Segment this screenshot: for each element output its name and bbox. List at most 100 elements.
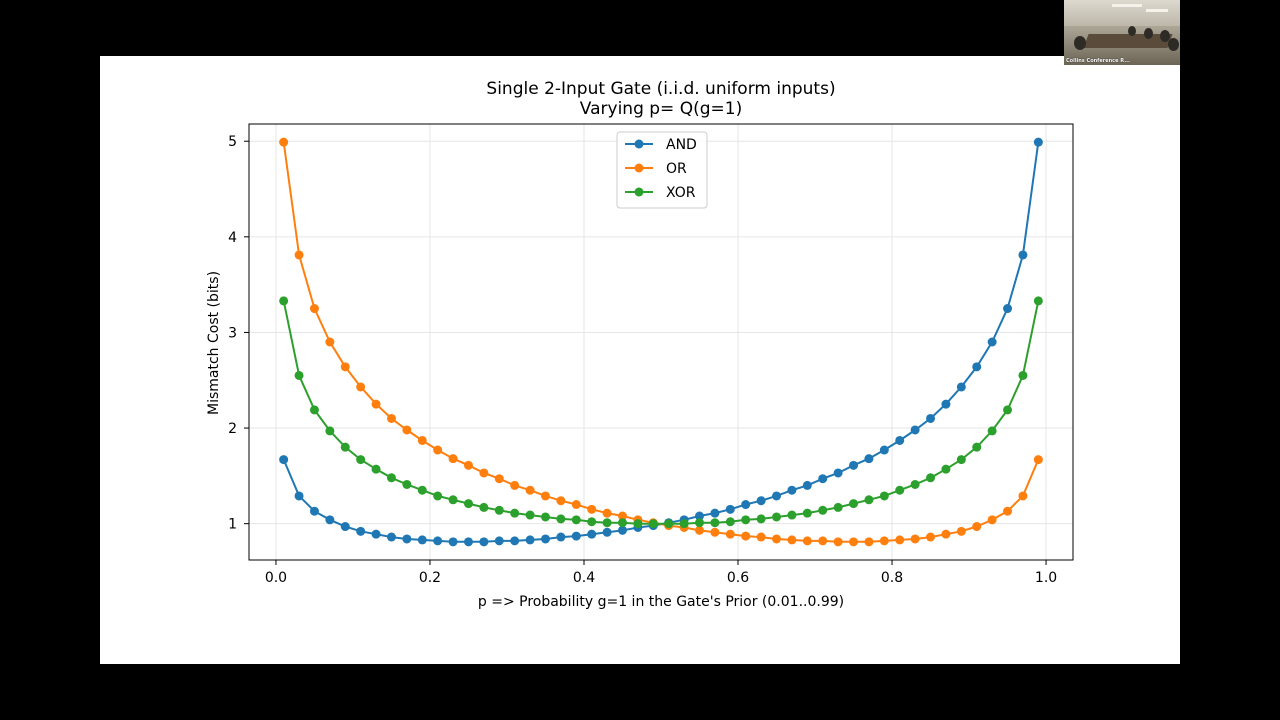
data-point-xor [695, 518, 705, 528]
data-point-xor [1003, 405, 1013, 415]
data-point-or [371, 399, 381, 409]
data-point-xor [987, 426, 997, 436]
legend-marker [634, 163, 644, 173]
data-point-xor [833, 502, 843, 512]
data-point-or [510, 480, 520, 490]
y-tick-label: 3 [228, 325, 237, 341]
data-point-and [279, 455, 289, 465]
data-point-or [340, 362, 350, 372]
data-point-xor [279, 296, 289, 306]
data-point-and [325, 515, 335, 525]
data-point-and [556, 532, 566, 542]
participant-name-label: Collins Conference R... [1066, 58, 1130, 64]
data-point-xor [587, 517, 597, 527]
data-point-or [1033, 455, 1043, 465]
data-point-or [695, 525, 705, 535]
data-point-or [587, 504, 597, 514]
data-point-or [540, 491, 550, 501]
data-point-xor [664, 519, 674, 529]
data-point-xor [294, 370, 304, 380]
data-point-and [818, 474, 828, 484]
data-point-and [725, 504, 735, 514]
data-point-xor [309, 405, 319, 415]
data-point-and [494, 536, 504, 546]
data-point-or [571, 500, 581, 510]
data-point-or [1003, 506, 1013, 516]
data-point-and [1018, 250, 1028, 260]
y-tick-label: 1 [228, 517, 237, 533]
data-point-xor [926, 473, 936, 483]
data-point-xor [1018, 370, 1028, 380]
data-point-xor [710, 518, 720, 528]
data-point-or [602, 508, 612, 518]
legend-marker [634, 139, 644, 149]
data-point-or [864, 537, 874, 547]
y-axis: 1 2 3 4 5 [228, 134, 249, 533]
data-point-and [926, 413, 936, 423]
data-point-xor [325, 426, 335, 436]
data-point-and [849, 460, 859, 470]
y-tick-label: 2 [228, 421, 237, 437]
data-point-or [325, 337, 335, 347]
data-point-and [787, 485, 797, 495]
data-point-or [756, 532, 766, 542]
data-point-xor [972, 442, 982, 452]
data-point-or [725, 529, 735, 539]
line-chart: 0.0 0.2 0.4 0.6 0.8 1.0 1 2 3 4 5 Single 2-Input … [206, 79, 1074, 610]
video-thumbnail[interactable]: Collins Conference R... [1064, 0, 1180, 65]
data-point-or [956, 526, 966, 536]
data-point-and [802, 480, 812, 490]
data-point-xor [463, 499, 473, 509]
participant-figure [1074, 36, 1086, 50]
data-point-xor [956, 455, 966, 465]
ceiling-light [1146, 9, 1168, 12]
legend-label: OR [666, 161, 687, 177]
data-point-xor [510, 508, 520, 518]
data-point-or [494, 474, 504, 484]
data-point-xor [895, 485, 905, 495]
data-point-or [463, 460, 473, 470]
legend-item-xor: XOR [625, 185, 696, 201]
data-point-and [587, 529, 597, 539]
data-point-xor [725, 517, 735, 527]
data-point-or [972, 522, 982, 532]
data-point-and [294, 491, 304, 501]
data-point-or [802, 536, 812, 546]
data-point-or [879, 536, 889, 546]
data-point-xor [679, 519, 689, 529]
data-point-and [386, 532, 396, 542]
data-point-and [540, 534, 550, 544]
data-point-and [910, 425, 920, 435]
data-point-and [479, 537, 489, 547]
data-point-xor [494, 505, 504, 515]
data-point-or [926, 532, 936, 542]
data-point-or [386, 413, 396, 423]
series-line-xor [282, 300, 1040, 525]
data-point-xor [540, 512, 550, 522]
data-point-xor [802, 508, 812, 518]
data-point-xor [910, 479, 920, 489]
data-point-and [695, 511, 705, 521]
data-point-and [833, 468, 843, 478]
data-point-xor [525, 510, 535, 520]
data-point-or [617, 511, 627, 521]
data-point-or [772, 534, 782, 544]
ceiling-light [1112, 4, 1142, 7]
data-point-or [941, 529, 951, 539]
data-point-and [402, 534, 412, 544]
data-point-and [309, 506, 319, 516]
data-point-and [525, 535, 535, 545]
data-point-or [787, 535, 797, 545]
data-point-xor [772, 512, 782, 522]
data-point-xor [356, 455, 366, 465]
data-point-xor [402, 479, 412, 489]
data-point-or [294, 250, 304, 260]
data-point-or [402, 425, 412, 435]
x-axis-label: p => Probability g=1 in the Gate's Prior… [478, 594, 844, 610]
x-axis: 0.0 0.2 0.4 0.6 0.8 1.0 [265, 560, 1057, 586]
legend-item-or: OR [625, 161, 687, 177]
legend-label: XOR [666, 185, 696, 201]
data-point-and [941, 399, 951, 409]
legend: AND OR XOR [616, 131, 708, 209]
data-point-xor [617, 518, 627, 528]
